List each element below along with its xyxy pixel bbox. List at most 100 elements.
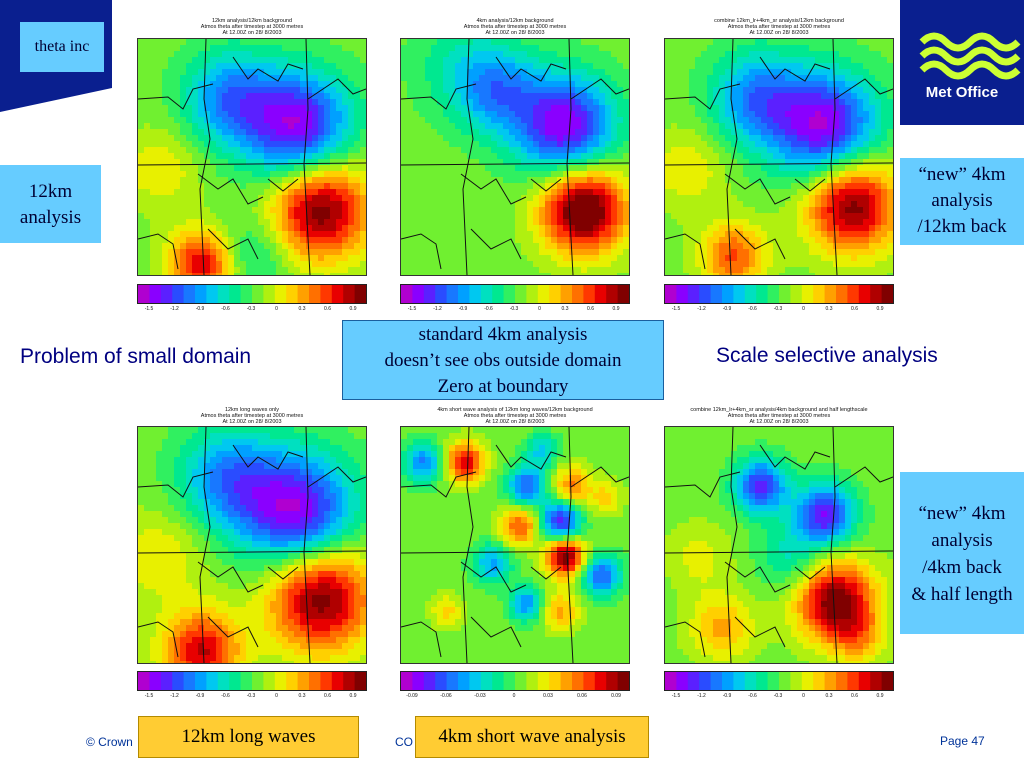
colorbar-swatch [229, 672, 242, 690]
colorbar-swatch [515, 285, 527, 303]
colorbar-swatch [354, 672, 366, 690]
contour-map-4km-short-waves [400, 426, 630, 664]
colorbar [400, 284, 630, 304]
colorbar-swatch [560, 672, 573, 690]
colorbar-ticks: -1.5 -1.2 -0.9 -0.6 -0.3 0 0.3 0.6 0.9 [664, 306, 892, 314]
map-title: combine 12km_lr+4km_sr analysis/4km back… [690, 407, 868, 425]
map-title: 4km short wave analysis of 12km long wav… [437, 407, 593, 425]
colorbar-swatch [767, 672, 780, 690]
colorbar-swatch [710, 285, 723, 303]
coastline-overlay [138, 39, 366, 275]
colorbar-swatch [687, 285, 700, 303]
colorbar-swatch [331, 285, 344, 303]
colorbar-tick-label: -1.2 [697, 693, 706, 699]
colorbar-swatch [412, 672, 425, 690]
colorbar-swatch [401, 285, 413, 303]
map-title: 12km analysis/12km background Atmos theta… [200, 18, 304, 36]
colorbar-swatch [779, 285, 791, 303]
colorbar-swatch [526, 672, 539, 690]
colorbar-tick-label: -0.09 [406, 693, 418, 699]
colorbar-tick-label: 0.6 [851, 693, 858, 699]
colorbar-tick-label: -0.6 [484, 306, 493, 312]
colorbar-tick-label: 0.6 [324, 693, 331, 699]
colorbar [664, 671, 894, 691]
colorbar-swatch [537, 672, 550, 690]
colorbar-swatch [446, 672, 459, 690]
colorbar-swatch [594, 285, 607, 303]
colorbar-swatch [836, 672, 848, 690]
caption-scale-selective: Scale selective analysis [716, 344, 938, 367]
colorbar-swatch [617, 285, 629, 303]
colorbar-swatch [858, 672, 871, 690]
colorbar [664, 284, 894, 304]
colorbar-swatch [537, 285, 550, 303]
colorbar-swatch [240, 285, 253, 303]
colorbar-swatch [297, 285, 310, 303]
map-title: combine 12km_lr+4km_sr analysis/12km bac… [714, 18, 844, 36]
colorbar-swatch [710, 672, 723, 690]
coastline-overlay [401, 39, 629, 275]
colorbar-ticks: -1.5 -1.2 -0.9 -0.6 -0.3 0 0.3 0.6 0.9 [400, 306, 628, 314]
colorbar-swatch [195, 672, 207, 690]
colorbar-swatch [217, 285, 230, 303]
colorbar-tick-label: 0.9 [349, 306, 357, 312]
contour-map-12km-analysis [137, 38, 367, 276]
colorbar-swatch [469, 285, 482, 303]
colorbar-swatch [480, 285, 493, 303]
theta-label: theta inc [20, 22, 104, 72]
colorbar-swatch [824, 672, 837, 690]
colorbar-swatch [503, 672, 516, 690]
colorbar-swatch [813, 672, 826, 690]
colorbar-swatch [229, 285, 242, 303]
label-new-4km-12km-back: “new” 4km analysis /12km back [900, 158, 1024, 245]
colorbar-tick-label: -0.3 [246, 693, 256, 699]
footer-co: CO [395, 735, 413, 749]
colorbar-swatch [756, 672, 769, 690]
colorbar-swatch [572, 285, 584, 303]
colorbar-ticks: -0.09 -0.06 -0.03 0 0.03 0.06 0.09 [400, 693, 628, 701]
colorbar-swatch [699, 672, 712, 690]
colorbar-swatch [252, 672, 264, 690]
colorbar-tick-label: -1.5 [671, 693, 681, 699]
colorbar-swatch [160, 285, 173, 303]
colorbar-swatch [606, 285, 619, 303]
colorbar-swatch [847, 672, 860, 690]
colorbar-swatch [756, 285, 769, 303]
colorbar-swatch [733, 285, 746, 303]
colorbar-swatch [549, 672, 562, 690]
coastline-overlay [138, 427, 366, 663]
colorbar-swatch [412, 285, 425, 303]
colorbar-swatch [722, 285, 734, 303]
colorbar-swatch [503, 285, 516, 303]
colorbar-tick-label: 0.09 [611, 693, 621, 699]
colorbar-swatch [549, 285, 562, 303]
colorbar-tick-label: 0.6 [324, 306, 331, 312]
colorbar-tick-label: -1.5 [144, 306, 154, 312]
colorbar-tick-label: 0 [275, 306, 278, 312]
colorbar-swatch [492, 672, 505, 690]
colorbar-swatch [458, 672, 470, 690]
colorbar-swatch [149, 672, 162, 690]
colorbar-swatch [435, 285, 448, 303]
colorbar-swatch [617, 672, 629, 690]
colorbar-swatch [297, 672, 310, 690]
wave-icon [919, 32, 1021, 80]
colorbar-swatch [870, 285, 883, 303]
colorbar-tick-label: 0.06 [577, 693, 587, 699]
colorbar-swatch [606, 672, 619, 690]
colorbar-swatch [699, 285, 712, 303]
colorbar-swatch [824, 285, 837, 303]
colorbar-tick-label: 0.9 [876, 693, 884, 699]
colorbar-tick-label: -0.3 [246, 306, 256, 312]
colorbar-tick-label: -0.9 [195, 693, 205, 699]
colorbar-swatch [881, 672, 893, 690]
colorbar-tick-label: 0.3 [825, 693, 833, 699]
colorbar-tick-label: -0.9 [722, 693, 732, 699]
colorbar-swatch [779, 672, 791, 690]
colorbar-swatch [206, 672, 219, 690]
colorbar-tick-label: -0.3 [773, 306, 783, 312]
colorbar-swatch [744, 285, 757, 303]
colorbar-swatch [252, 285, 264, 303]
colorbar-swatch [515, 672, 527, 690]
colorbar-swatch [572, 672, 584, 690]
